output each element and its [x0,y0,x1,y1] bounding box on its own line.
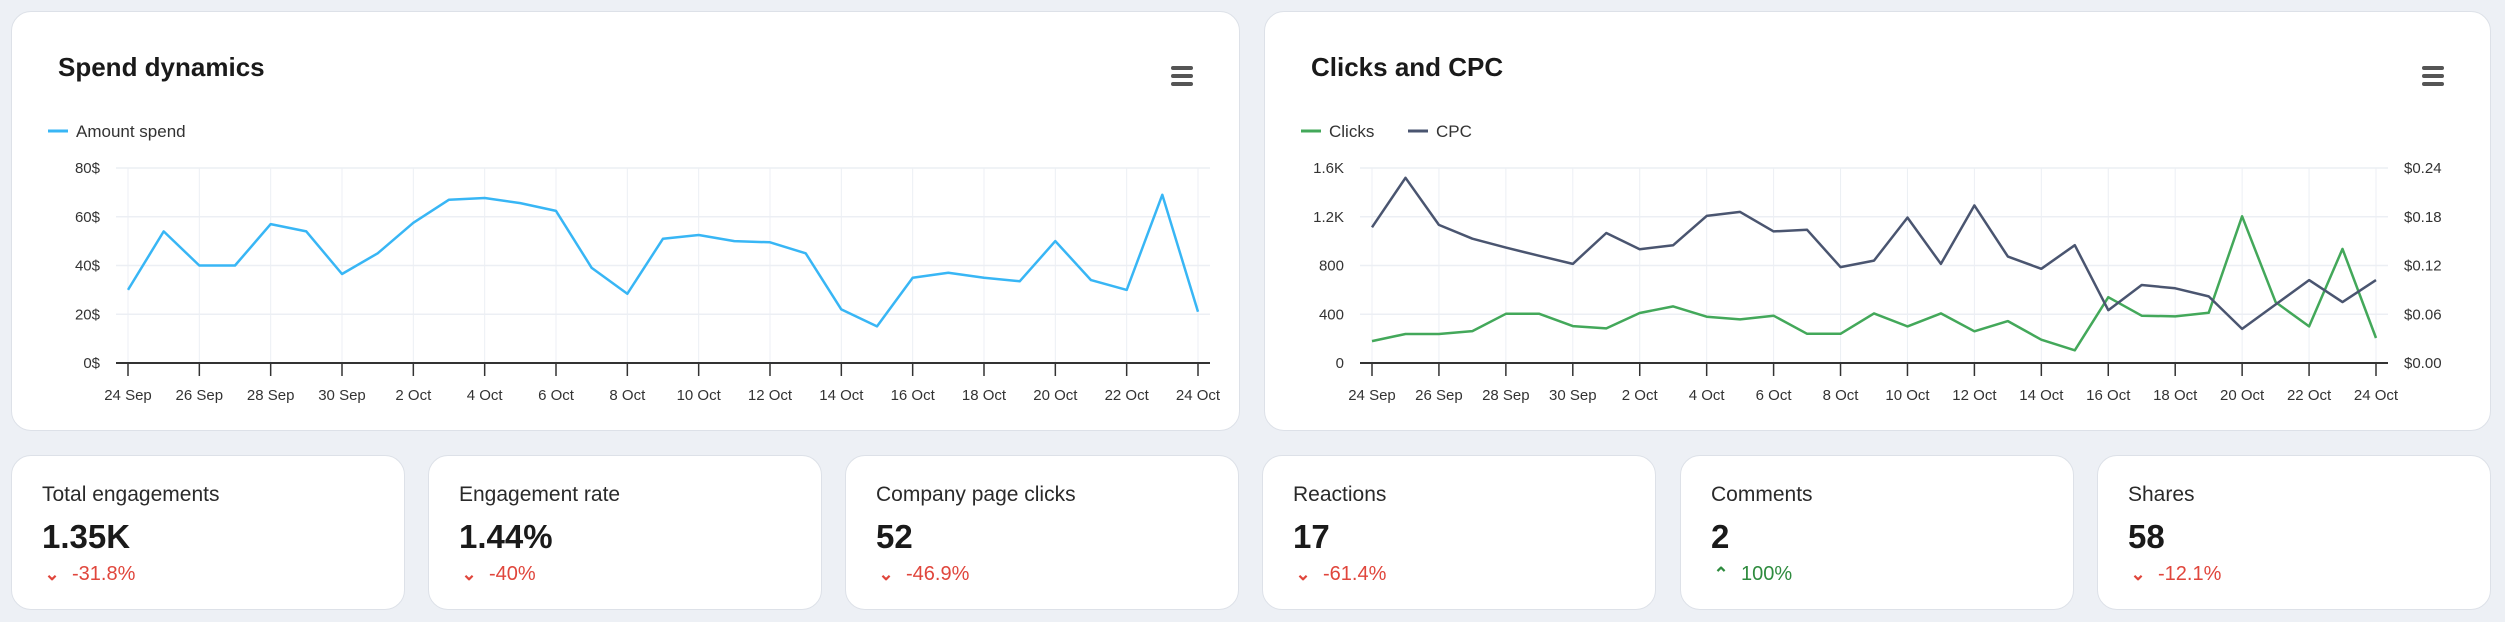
hamburger-menu-icon[interactable] [1171,66,1193,90]
y-tick-label: 1.6K [1313,160,1344,177]
kpi-delta-value: -31.8% [72,563,136,585]
legend-item: CPC [1436,122,1472,141]
y-tick-label: 80$ [75,160,101,177]
x-tick-label: 20 Oct [1033,387,1078,404]
chevron-down-icon: ⌄ [1295,564,1311,584]
kpi-delta-value: -40% [489,563,536,585]
kpi-delta: ⌄ -46.9% [876,563,969,586]
x-tick-label: 12 Oct [748,387,793,404]
x-tick-label: 16 Oct [891,387,936,404]
x-tick-label: 10 Oct [1885,387,1930,404]
kpi-label: Reactions [1293,483,1387,506]
y-tick-label: 0$ [83,355,100,372]
x-tick-label: 16 Oct [2086,387,2131,404]
x-tick-label: 6 Oct [538,387,575,404]
kpi-delta: ⌄ -31.8% [42,563,135,586]
kpi-label: Engagement rate [459,483,621,506]
spend-dynamics-card: Spend dynamics Amount spend 0$ 20$ 40$ 60$ 80… [11,11,1240,431]
x-tick-label: 30 Sep [1549,387,1597,404]
x-tick-label: 8 Oct [609,387,646,404]
clicks-cpc-card: Clicks and CPC Clicks CPC 0 $0.00 400 $0.06 80… [1264,11,2491,431]
x-tick-label: 24 Sep [104,387,152,404]
y-tick-label: 20$ [75,306,101,323]
kpi-card: Total engagements 1.35K ⌄ -31.8% [11,455,405,610]
kpi-delta-value: -46.9% [906,563,970,585]
legend-item: Amount spend [76,122,186,141]
kpi-label: Comments [1711,483,1813,506]
y2-tick-label: $0.00 [2404,355,2442,372]
kpi-card: Shares 58 ⌄ -12.1% [2097,455,2491,610]
kpi-value: 52 [876,518,913,555]
y-tick-label: 400 [1319,306,1344,323]
y-tick-label: 0 [1336,355,1344,372]
clicks-cpc-chart: Clicks CPC 0 $0.00 400 $0.06 800 $0.12 1.2K $0.18… [1301,122,2442,404]
x-tick-label: 20 Oct [2220,387,2265,404]
legend-item: Clicks [1329,122,1374,141]
chart-title: Clicks and CPC [1311,52,1504,82]
x-tick-label: 14 Oct [819,387,864,404]
y-tick-label: 800 [1319,258,1344,275]
y2-tick-label: $0.18 [2404,209,2442,226]
x-tick-label: 24 Sep [1348,387,1396,404]
x-tick-label: 8 Oct [1823,387,1860,404]
kpi-label: Company page clicks [876,483,1076,506]
y2-tick-label: $0.12 [2404,258,2442,275]
x-tick-label: 2 Oct [395,387,432,404]
kpi-card: Comments 2 ⌃ 100% [1680,455,2074,610]
chevron-down-icon: ⌄ [878,564,894,584]
spend-chart: Amount spend 0$ 20$ 40$ 60$ 80$ 24 Sep 26 Sep 28… [48,122,1221,404]
x-tick-label: 2 Oct [1622,387,1659,404]
kpi-delta-value: -12.1% [2158,563,2222,585]
kpi-value: 1.35K [42,518,131,555]
kpi-card: Reactions 17 ⌄ -61.4% [1262,455,1656,610]
x-tick-label: 24 Oct [2354,387,2399,404]
kpi-delta: ⌄ -61.4% [1293,563,1386,586]
x-tick-label: 10 Oct [677,387,722,404]
x-tick-label: 18 Oct [2153,387,2198,404]
hamburger-menu-icon[interactable] [2422,66,2444,90]
x-tick-label: 4 Oct [1689,387,1726,404]
x-tick-label: 30 Sep [318,387,366,404]
kpi-value: 1.44% [459,518,553,555]
chevron-up-icon: ⌃ [1713,564,1729,584]
x-tick-label: 22 Oct [2287,387,2332,404]
x-tick-label: 26 Sep [1415,387,1463,404]
chevron-down-icon: ⌄ [2130,564,2146,584]
kpi-label: Shares [2128,483,2195,506]
chart-title: Spend dynamics [58,52,265,82]
series-line-cpc [1370,176,2377,331]
x-tick-label: 22 Oct [1105,387,1150,404]
y2-tick-label: $0.06 [2404,306,2442,323]
kpi-value: 17 [1293,518,1330,555]
chevron-down-icon: ⌄ [44,564,60,584]
y-tick-label: 60$ [75,209,101,226]
kpi-delta-value: -61.4% [1323,563,1387,585]
x-tick-label: 18 Oct [962,387,1007,404]
x-tick-label: 12 Oct [1952,387,1997,404]
kpi-value: 58 [2128,518,2165,555]
kpi-label: Total engagements [42,483,220,506]
y-tick-label: 40$ [75,258,101,275]
y-tick-label: 1.2K [1313,209,1344,226]
kpi-delta: ⌃ 100% [1711,563,1792,586]
x-tick-label: 14 Oct [2019,387,2064,404]
y2-tick-label: $0.24 [2404,160,2442,177]
series-line-clicks [1371,215,2378,352]
x-tick-label: 24 Oct [1176,387,1221,404]
x-tick-label: 28 Sep [1482,387,1530,404]
series-line-amount-spend [126,193,1200,328]
x-tick-label: 26 Sep [176,387,224,404]
kpi-value: 2 [1711,518,1730,555]
kpi-card: Company page clicks 52 ⌄ -46.9% [845,455,1239,610]
kpi-delta-value: 100% [1741,563,1793,585]
x-tick-label: 4 Oct [467,387,504,404]
x-tick-label: 28 Sep [247,387,295,404]
chevron-down-icon: ⌄ [461,564,477,584]
x-tick-label: 6 Oct [1756,387,1793,404]
kpi-delta: ⌄ -40% [459,563,536,586]
kpi-card: Engagement rate 1.44% ⌄ -40% [428,455,822,610]
kpi-delta: ⌄ -12.1% [2128,563,2221,586]
